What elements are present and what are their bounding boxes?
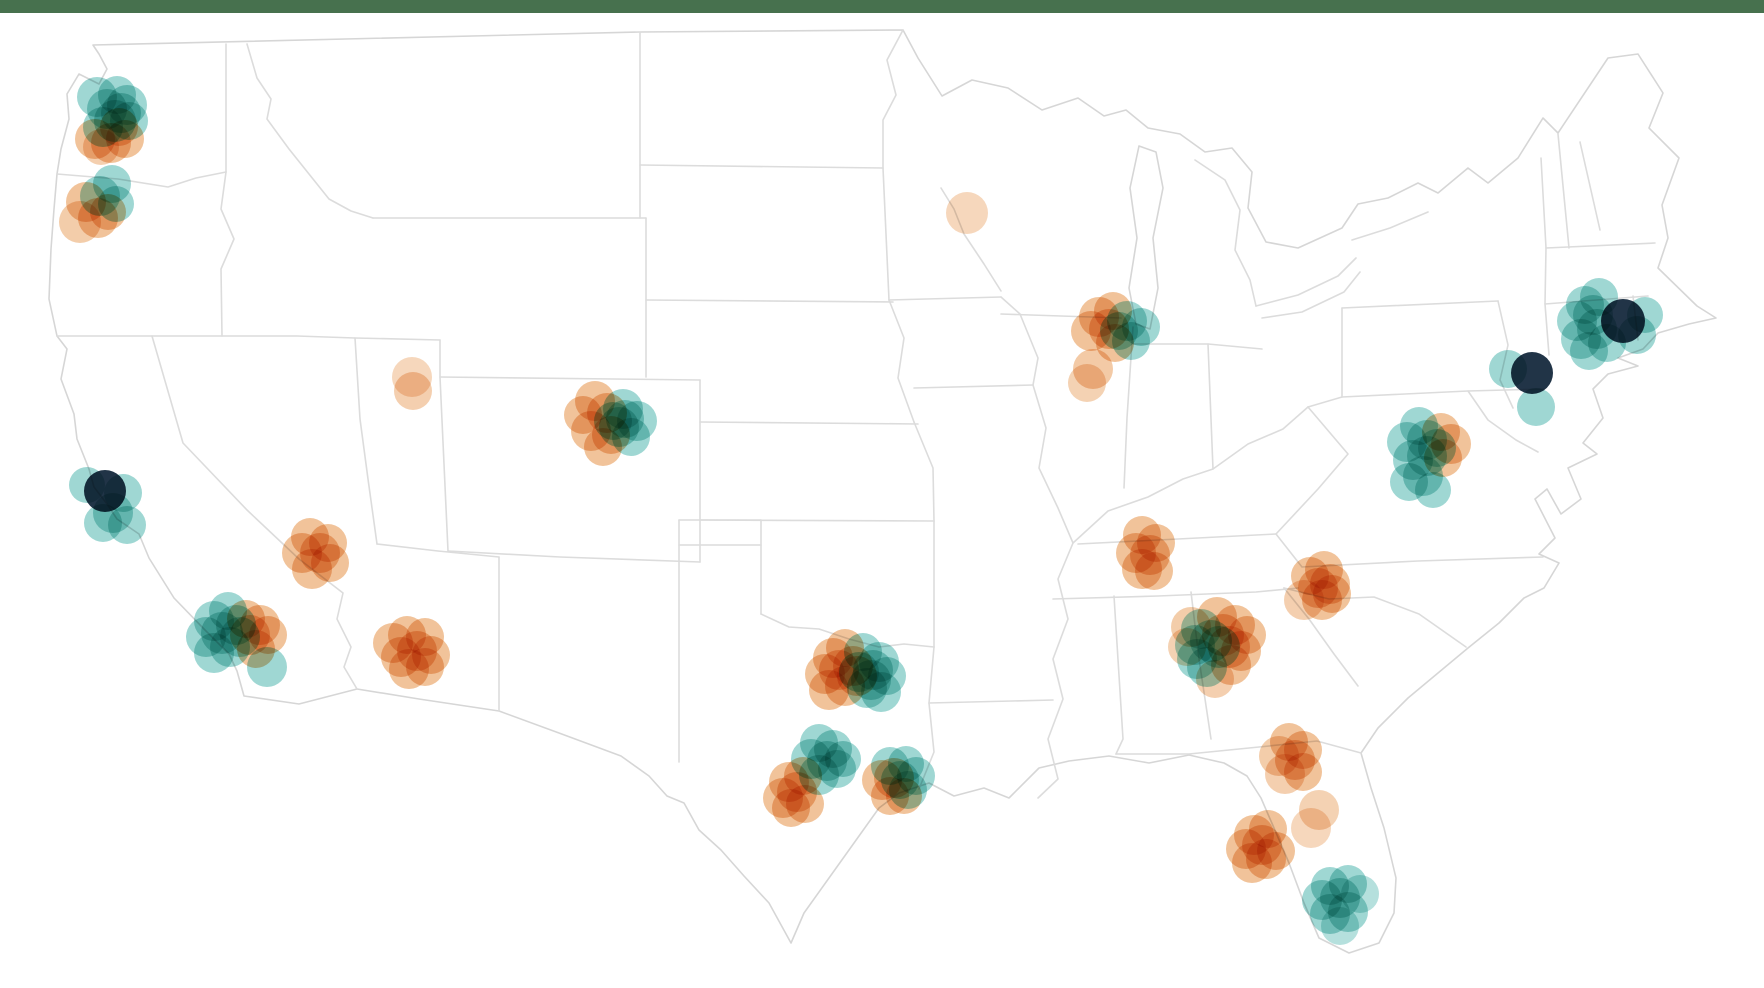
data-point [1257, 832, 1295, 870]
cluster-denver [564, 381, 657, 466]
cluster-tampa [1226, 810, 1295, 883]
lake-erie-south-shore [1261, 271, 1361, 319]
data-point [83, 129, 119, 165]
cluster-dallas [805, 629, 906, 712]
cluster-orlando [1291, 790, 1339, 848]
cluster-chicago [1068, 292, 1160, 402]
data-point [394, 372, 432, 410]
cluster-jacksonville [1259, 723, 1322, 794]
cluster-san-antonio [763, 757, 824, 827]
data-point [886, 778, 922, 814]
cluster-atlanta [1168, 597, 1266, 698]
cluster-salt-lake [392, 357, 432, 410]
cluster-boston [1557, 278, 1663, 370]
data-point [1135, 552, 1173, 590]
data-point [1424, 439, 1462, 477]
cluster-philadelphia-baltimore [1387, 407, 1471, 508]
data-point [1601, 299, 1645, 343]
cluster-miami [1302, 865, 1379, 945]
data-point [1291, 808, 1331, 848]
cluster-wisconsin-single [946, 192, 988, 234]
data-point [1100, 312, 1138, 350]
data-point [851, 660, 891, 700]
great-lakes [1128, 145, 1429, 330]
data-point [1313, 575, 1351, 613]
cluster-seattle [75, 76, 148, 165]
data-point [1321, 907, 1359, 945]
data-point [1511, 352, 1553, 394]
data-dots-layer [59, 76, 1663, 945]
data-point [1341, 875, 1379, 913]
data-point [237, 630, 275, 668]
lake-huron-shore [1194, 159, 1257, 307]
data-point [1517, 388, 1555, 426]
cluster-new-york [1489, 350, 1555, 426]
cluster-charlotte [1284, 551, 1351, 620]
cluster-las-vegas [282, 518, 349, 589]
data-point [946, 192, 988, 234]
data-point [1284, 753, 1322, 791]
data-point [90, 194, 126, 230]
data-point [84, 504, 122, 542]
lake-erie-north-shore [1255, 257, 1357, 307]
data-point [606, 400, 644, 438]
data-point [1190, 620, 1232, 662]
cluster-houston [862, 746, 935, 815]
top-banner [0, 0, 1764, 13]
data-point [1415, 472, 1451, 508]
cluster-portland [59, 165, 134, 243]
lake-ontario-shore [1351, 211, 1429, 241]
us-outline [48, 29, 1717, 954]
cluster-phoenix [373, 616, 450, 689]
state-borders [56, 29, 1656, 799]
data-point [825, 741, 861, 777]
data-point [84, 470, 126, 512]
cluster-los-angeles [186, 592, 287, 687]
data-point [786, 785, 824, 823]
data-point [406, 648, 444, 686]
data-point [1068, 364, 1106, 402]
data-point [311, 544, 349, 582]
cluster-san-francisco [69, 467, 146, 544]
cluster-nashville [1116, 516, 1175, 590]
